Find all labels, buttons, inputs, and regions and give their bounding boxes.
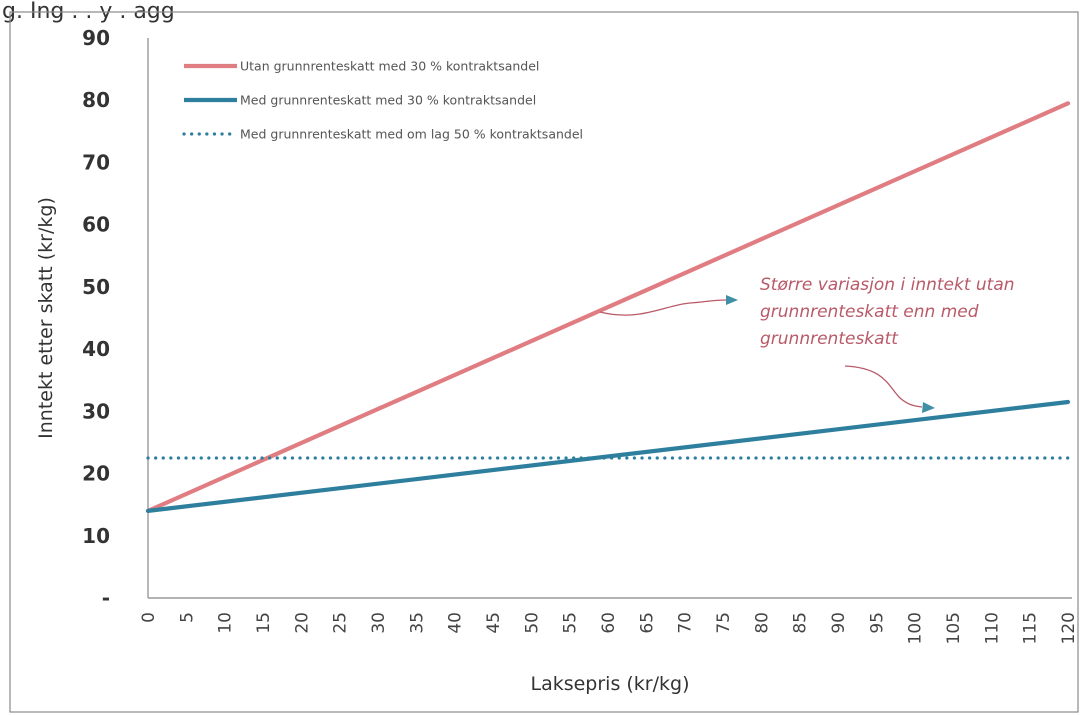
x-tick-label: 85 [791,612,811,634]
x-tick-labels: 0 5 10 15 20 25 30 35 40 45 50 55 60 65 70 75 80 85 90 95 10… [139,612,1079,644]
annotation-arrow-lower [844,365,923,408]
x-tick-label: 35 [407,612,427,634]
x-tick-label: 20 [292,612,312,634]
x-tick-label: 115 [1021,612,1041,644]
legend-label-2: Med grunnrenteskatt med 30 % kontraktsan… [240,93,536,108]
x-tick-label: 80 [752,612,772,634]
x-tick-label: 70 [676,612,696,634]
y-tick-label: 20 [82,462,110,486]
x-axis-title: Laksepris (kr/kg) [530,673,689,695]
x-tick-label: 120 [1059,612,1079,644]
series-layer [145,101,1071,513]
chart-frame [9,11,1079,713]
x-tick-label: 60 [599,612,619,634]
legend-label-3: Med grunnrenteskatt med om lag 50 % kont… [240,127,583,142]
annotation-arrow-upper [599,299,727,316]
annotation-line-2: grunnrenteskatt enn med [760,302,979,322]
annotation-line-3: grunnrenteskatt [760,329,899,349]
y-tick-label: 50 [82,275,110,299]
y-tick-label: - [102,586,110,610]
x-tick-label: 10 [216,612,236,634]
y-tick-label: 10 [82,524,110,548]
annotation: Større variasjon i inntekt utan grunnrent… [599,275,1015,413]
series-line-1 [145,101,1071,513]
y-tick-label: 80 [82,88,110,112]
x-tick-label: 5 [177,612,197,623]
x-tick-label: 90 [829,612,849,634]
x-tick-label: 75 [714,612,734,634]
y-axis-title: Inntekt etter skatt (kr/kg) [35,197,57,439]
x-tick-label: 0 [139,612,159,623]
y-tick-label: 40 [82,337,110,361]
y-tick-label: 90 [82,26,110,50]
x-tick-label: 15 [254,612,274,634]
y-tick-label: 70 [82,150,110,174]
y-tick-label: 60 [82,213,110,237]
x-tick-label: 50 [522,612,542,634]
legend: Utan grunnrenteskatt med 30 % kontraktsa… [182,59,583,142]
x-tick-label: 40 [446,612,466,634]
x-tick-label: 95 [867,612,887,634]
legend-label-1: Utan grunnrenteskatt med 30 % kontraktsa… [240,59,539,74]
x-tick-label: 65 [637,612,657,634]
annotation-arrowhead-lower [922,402,935,413]
series-line-2 [145,399,1071,513]
x-tick-label: 100 [906,612,926,644]
x-tick-label: 25 [331,612,351,634]
x-tick-label: 105 [944,612,964,644]
annotation-line-1: Større variasjon i inntekt utan [760,275,1015,295]
y-tick-label: 30 [82,399,110,423]
x-tick-label: 110 [982,612,1002,644]
x-tick-label: 30 [369,612,389,634]
annotation-arrowhead-upper [726,295,738,305]
x-tick-label: 55 [561,612,581,634]
x-tick-label: 45 [484,612,504,634]
y-tick-labels: - 10 20 30 40 50 60 70 80 90 [82,26,110,610]
